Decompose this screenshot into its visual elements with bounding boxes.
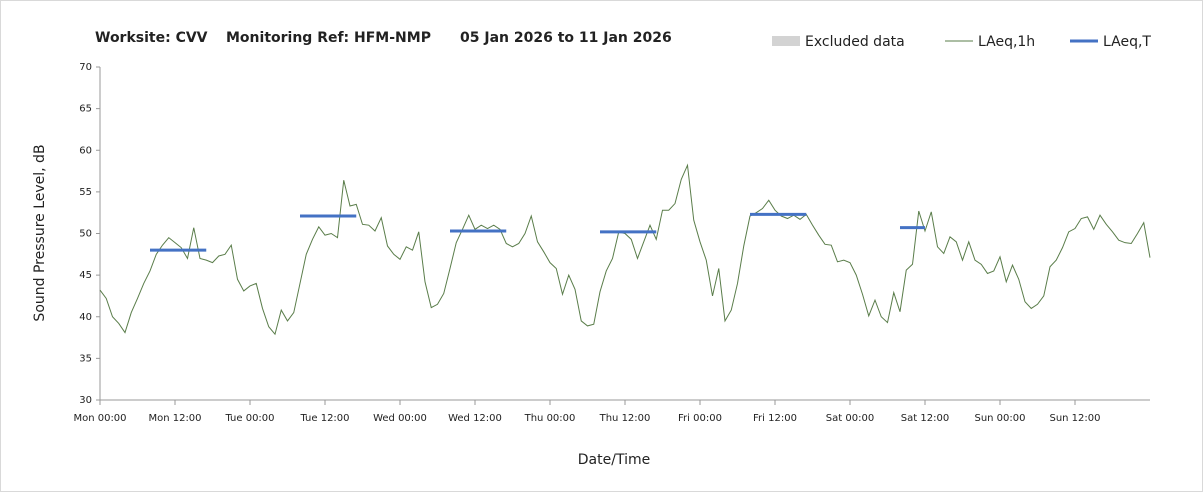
y-tick-label: 70 bbox=[79, 62, 92, 73]
title-dates: 05 Jan 2026 to 11 Jan 2026 bbox=[460, 30, 672, 46]
y-tick-label: 30 bbox=[79, 395, 92, 406]
x-tick-label: Tue 00:00 bbox=[224, 413, 274, 424]
x-tick-label: Wed 12:00 bbox=[448, 413, 502, 424]
x-tick-label: Sat 00:00 bbox=[826, 413, 874, 424]
x-tick-label: Sat 12:00 bbox=[901, 413, 949, 424]
legend-label: LAeq,1h bbox=[978, 34, 1035, 50]
x-tick-label: Fri 12:00 bbox=[753, 413, 797, 424]
x-tick-label: Sun 12:00 bbox=[1049, 413, 1100, 424]
x-tick-label: Sun 00:00 bbox=[974, 413, 1025, 424]
legend-label: LAeq,T bbox=[1103, 34, 1151, 50]
y-tick-label: 50 bbox=[79, 229, 92, 240]
x-tick-label: Tue 12:00 bbox=[299, 413, 349, 424]
y-tick-label: 45 bbox=[79, 270, 92, 281]
y-axis-label: Sound Pressure Level, dB bbox=[32, 144, 48, 321]
x-tick-label: Wed 00:00 bbox=[373, 413, 427, 424]
y-tick-label: 40 bbox=[79, 312, 92, 323]
y-tick-label: 60 bbox=[79, 145, 92, 156]
x-axis-label: Date/Time bbox=[578, 452, 650, 468]
x-tick-label: Thu 00:00 bbox=[524, 413, 576, 424]
x-tick-label: Thu 12:00 bbox=[599, 413, 651, 424]
x-tick-label: Mon 12:00 bbox=[148, 413, 201, 424]
title-worksite: Worksite: CVV bbox=[95, 30, 208, 46]
y-tick-label: 35 bbox=[79, 353, 92, 364]
y-tick-label: 65 bbox=[79, 104, 92, 115]
x-tick-label: Mon 00:00 bbox=[73, 413, 126, 424]
y-tick-label: 55 bbox=[79, 187, 92, 198]
title-ref: Monitoring Ref: HFM-NMP bbox=[226, 30, 431, 46]
legend-label: Excluded data bbox=[805, 34, 905, 50]
legend-swatch bbox=[772, 36, 800, 46]
laeq-1h-line bbox=[99, 163, 1151, 336]
x-tick-label: Fri 00:00 bbox=[678, 413, 722, 424]
